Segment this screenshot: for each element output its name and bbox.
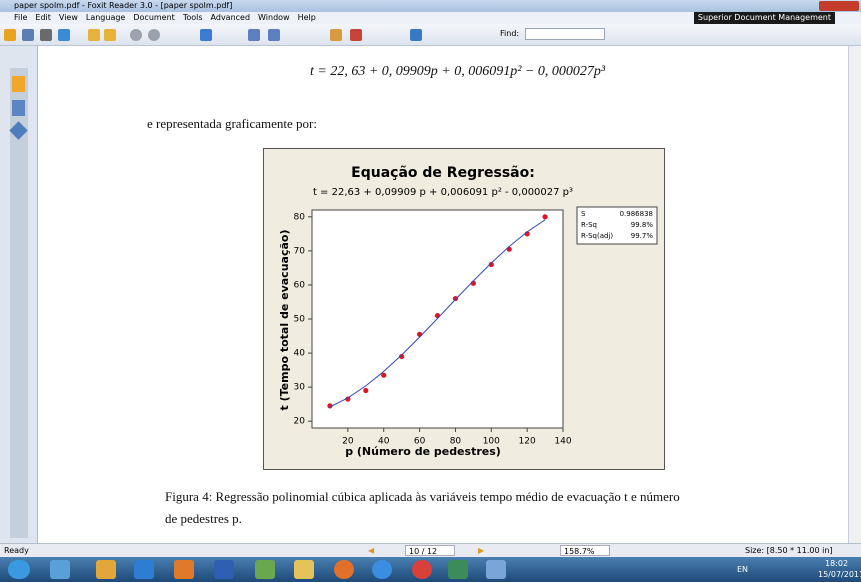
y-tick-label: 40 <box>294 349 306 359</box>
taskbar-app[interactable] <box>372 560 392 579</box>
taskbar-app[interactable] <box>334 560 354 579</box>
toolbar <box>0 24 861 46</box>
forward-button[interactable] <box>148 29 160 41</box>
title-bar: paper spolm.pdf - Foxit Reader 3.0 - [pa… <box>0 0 861 12</box>
chart-title: Equação de Regressão: <box>351 165 535 181</box>
select-tool[interactable] <box>350 29 362 41</box>
x-tick-label: 140 <box>554 437 571 447</box>
email-button[interactable] <box>58 29 70 41</box>
stat-value: 99.7% <box>631 232 654 240</box>
text-tool[interactable] <box>410 29 422 41</box>
data-point <box>435 313 440 318</box>
bookmarks-tab[interactable] <box>12 76 25 92</box>
x-axis-label: p (Número de pedestres) <box>345 445 501 458</box>
stat-value: 0.986838 <box>620 210 653 218</box>
last-page-button[interactable]: ▶ <box>478 544 484 557</box>
taskbar-app[interactable] <box>214 560 234 579</box>
paragraph: e representada graficamente por: <box>147 116 317 132</box>
taskbar-app[interactable] <box>448 560 468 579</box>
hand-tool[interactable] <box>330 29 342 41</box>
taskbar-app[interactable] <box>134 560 154 579</box>
y-tick-label: 20 <box>294 417 306 427</box>
data-point <box>417 332 422 337</box>
window-title: paper spolm.pdf - Foxit Reader 3.0 - [pa… <box>14 1 232 10</box>
menu-item[interactable]: Language <box>86 13 125 22</box>
pages-tab[interactable] <box>12 100 25 116</box>
y-tick-label: 30 <box>294 383 306 393</box>
language[interactable]: EN <box>737 565 748 574</box>
menu-item[interactable]: Tools <box>183 13 203 22</box>
find-label: Find: <box>500 29 519 38</box>
y-axis-label: t (Tempo total de evacuação) <box>278 230 291 411</box>
menu-item[interactable]: Advanced <box>211 13 251 22</box>
x-tick-label: 120 <box>519 437 536 447</box>
taskbar: EN 18:02 15/07/2011 <box>0 557 861 582</box>
save-button[interactable] <box>22 29 34 41</box>
data-point <box>453 296 458 301</box>
y-tick-label: 70 <box>294 246 306 256</box>
menu-item[interactable]: Help <box>298 13 316 22</box>
foxit-window: paper spolm.pdf - Foxit Reader 3.0 - [pa… <box>0 0 861 582</box>
data-point <box>507 247 512 252</box>
stat-name: S <box>581 210 586 218</box>
print-button[interactable] <box>40 29 52 41</box>
chart-subtitle: t = 22,63 + 0,09909 p + 0,006091 p² - 0,… <box>313 187 573 198</box>
taskbar-app[interactable] <box>50 560 70 579</box>
taskbar-app[interactable] <box>96 560 116 579</box>
menu-item[interactable]: Edit <box>35 13 51 22</box>
menu-item[interactable]: View <box>59 13 78 22</box>
y-tick-label: 60 <box>294 280 306 290</box>
clock-date[interactable]: 15/07/2011 <box>818 570 861 579</box>
x-tick-label: 60 <box>414 437 426 447</box>
status-text: Ready <box>4 544 29 557</box>
scrollbar[interactable] <box>848 46 861 543</box>
layers-tab[interactable] <box>9 121 27 139</box>
page-size: Size: [8.50 * 11.00 in] <box>745 544 833 557</box>
chart: Equação de Regressão: t = 22,63 + 0,0990… <box>263 148 665 470</box>
taskbar-app[interactable] <box>412 560 432 579</box>
menu-item[interactable]: File <box>14 13 27 22</box>
taskbar-app[interactable] <box>486 560 506 579</box>
stat-name: R-Sq <box>581 221 597 229</box>
x-tick-label: 20 <box>342 437 354 447</box>
taskbar-app[interactable] <box>294 560 314 579</box>
clock-time[interactable]: 18:02 <box>825 559 848 568</box>
x-tick-label: 40 <box>378 437 390 447</box>
fit-button[interactable] <box>248 29 260 41</box>
open-button[interactable] <box>4 29 16 41</box>
first-page-button[interactable]: ◀ <box>368 544 374 557</box>
menu-item[interactable]: Window <box>258 13 290 22</box>
stat-name: R-Sq(adj) <box>581 232 613 240</box>
taskbar-app[interactable] <box>174 560 194 579</box>
equation: t = 22, 63 + 0, 09909p + 0, 006091p² − 0… <box>310 64 605 80</box>
zoom-button[interactable] <box>200 29 212 41</box>
banner[interactable]: Superior Document Management <box>694 12 835 24</box>
data-point <box>542 214 547 219</box>
taskbar-app[interactable] <box>255 560 275 579</box>
status-bar: Ready ◀ 10 / 12 ▶ 158.7% Size: [8.50 * 1… <box>0 543 861 557</box>
y-tick-label: 80 <box>294 212 306 222</box>
zoom-input[interactable]: 158.7% <box>560 545 610 556</box>
find-input[interactable] <box>525 28 605 40</box>
y-tick-label: 50 <box>294 315 306 325</box>
next-button[interactable] <box>104 29 116 41</box>
x-tick-label: 80 <box>450 437 462 447</box>
caption: de pedestres p. <box>165 511 242 527</box>
side-tabs <box>10 68 28 538</box>
close-button[interactable] <box>819 1 859 11</box>
prev-button[interactable] <box>88 29 100 41</box>
stat-value: 99.8% <box>631 221 654 229</box>
back-button[interactable] <box>130 29 142 41</box>
page-input[interactable]: 10 / 12 <box>405 545 455 556</box>
x-tick-label: 100 <box>483 437 500 447</box>
data-point <box>363 388 368 393</box>
start-button[interactable] <box>8 560 30 579</box>
menu-item[interactable]: Document <box>133 13 174 22</box>
caption: Figura 4: Regressão polinomial cúbica ap… <box>165 489 680 505</box>
fit-width-button[interactable] <box>268 29 280 41</box>
